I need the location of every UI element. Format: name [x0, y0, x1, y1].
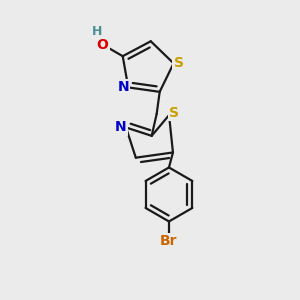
Text: N: N — [115, 121, 127, 134]
Text: N: N — [117, 80, 129, 94]
Text: O: O — [97, 38, 109, 52]
Text: H: H — [92, 25, 102, 38]
Text: Br: Br — [160, 235, 178, 248]
Text: S: S — [174, 56, 184, 70]
Text: S: S — [169, 106, 179, 120]
